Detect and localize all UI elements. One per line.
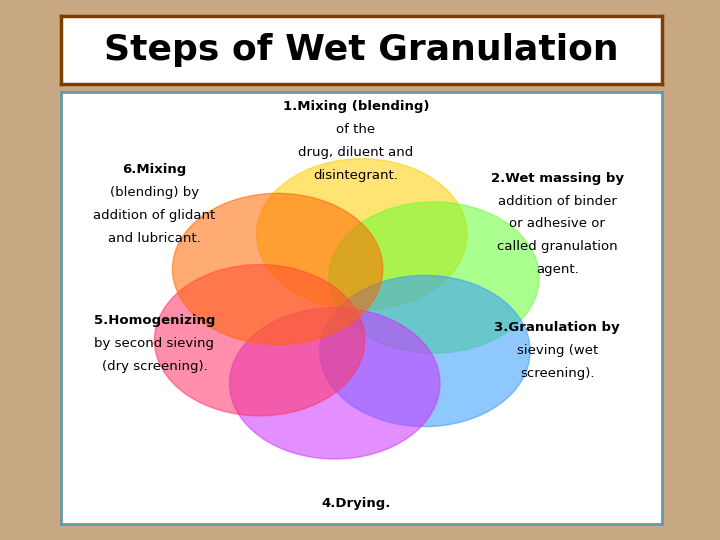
Text: called granulation: called granulation [497, 240, 618, 253]
Text: sieving (wet: sieving (wet [516, 343, 598, 356]
Text: addition of glidant: addition of glidant [94, 209, 215, 222]
Text: of the: of the [336, 123, 375, 136]
Circle shape [172, 193, 383, 345]
Circle shape [230, 308, 440, 459]
Circle shape [154, 265, 365, 416]
Text: or adhesive or: or adhesive or [509, 218, 605, 231]
Circle shape [329, 202, 539, 353]
Text: addition of binder: addition of binder [498, 194, 616, 207]
Text: screening).: screening). [520, 367, 595, 380]
Text: (dry screening).: (dry screening). [102, 360, 207, 373]
Text: 2.Wet massing by: 2.Wet massing by [491, 172, 624, 185]
Text: 3.Granulation by: 3.Granulation by [495, 321, 620, 334]
Text: 5.Homogenizing: 5.Homogenizing [94, 314, 215, 327]
Text: agent.: agent. [536, 264, 579, 276]
Text: 1.Mixing (blending): 1.Mixing (blending) [282, 100, 429, 113]
Text: by second sieving: by second sieving [94, 337, 215, 350]
Text: disintegrant.: disintegrant. [313, 169, 398, 182]
Text: and lubricant.: and lubricant. [108, 232, 201, 245]
Circle shape [256, 159, 467, 310]
Text: drug, diluent and: drug, diluent and [298, 146, 413, 159]
Text: Steps of Wet Granulation: Steps of Wet Granulation [104, 33, 619, 67]
Text: 4.Drying.: 4.Drying. [321, 497, 390, 510]
Circle shape [320, 275, 530, 427]
Text: (blending) by: (blending) by [110, 186, 199, 199]
Text: 6.Mixing: 6.Mixing [122, 163, 186, 176]
